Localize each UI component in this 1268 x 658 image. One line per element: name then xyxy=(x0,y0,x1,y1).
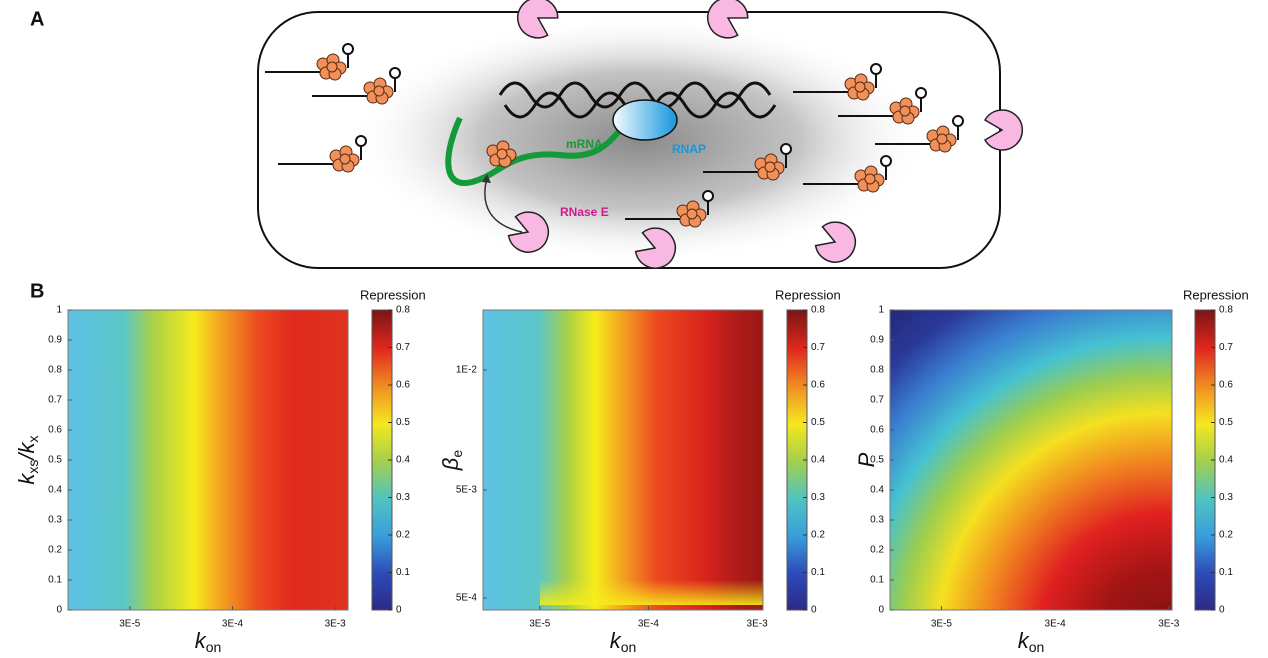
axis-label: P xyxy=(854,452,879,467)
y-tick-label: 0.1 xyxy=(48,575,62,586)
y-tick-label: 0.4 xyxy=(870,485,884,496)
y-tick-label: 0.2 xyxy=(48,545,62,556)
axis-label-symbol: β xyxy=(438,457,463,471)
colorbar-tick-label: 0.2 xyxy=(1219,530,1233,541)
y-tick-label: 0 xyxy=(56,605,62,616)
colorbar-tick-label: 0.7 xyxy=(396,342,410,353)
x-tick-label: 3E-3 xyxy=(1158,619,1180,630)
rnase-label: RNase E xyxy=(560,205,609,219)
colorbar-tick-label: 0.4 xyxy=(396,455,410,466)
colorbar-label: Repression xyxy=(1183,287,1249,302)
x-tick-label: 3E-4 xyxy=(1045,619,1067,630)
colorbar-tick-label: 0 xyxy=(396,605,402,616)
y-tick-label: 0.3 xyxy=(870,515,884,526)
colorbar-tick-label: 0.3 xyxy=(1219,492,1233,503)
y-tick-label: 0.9 xyxy=(870,335,884,346)
colorbar-tick-label: 0.5 xyxy=(396,417,410,428)
axis-label-subscript: xs xyxy=(25,460,41,474)
y-tick-label: 0.9 xyxy=(48,335,62,346)
axis-label-symbol: /k xyxy=(14,441,39,461)
colorbar-tick-label: 0.8 xyxy=(396,305,410,316)
colorbar-tick-label: 0 xyxy=(811,605,817,616)
axis-label-subscript: on xyxy=(206,639,222,655)
y-tick-label: 0.8 xyxy=(48,365,62,376)
y-tick-label: 0.7 xyxy=(48,395,62,406)
heatmap-fills xyxy=(68,310,1172,610)
colorbar-tick-label: 0.2 xyxy=(396,530,410,541)
axis-label: kon xyxy=(195,628,222,655)
rnap-label: RNAP xyxy=(672,142,706,156)
axis-label-symbol: P xyxy=(854,452,879,467)
y-tick-label: 0.7 xyxy=(870,395,884,406)
x-tick-label: 3E-5 xyxy=(529,619,551,630)
axis-label: βe xyxy=(438,450,465,472)
figure: A mRNA RNAP RNase E B xyxy=(0,0,1268,658)
colorbar-tick-label: 0.8 xyxy=(811,305,825,316)
cell-diagram: mRNA RNAP RNase E xyxy=(258,0,1022,274)
x-tick-label: 3E-4 xyxy=(638,619,660,630)
colorbar-tick-label: 0.1 xyxy=(396,567,410,578)
heatmap-surface xyxy=(68,310,348,610)
colorbar-tick-label: 0.7 xyxy=(1219,342,1233,353)
x-tick-label: 3E-5 xyxy=(119,619,141,630)
y-tick-label: 5E-4 xyxy=(456,593,478,604)
axis-label-subscript: e xyxy=(449,450,465,458)
y-tick-label: 0.3 xyxy=(48,515,62,526)
y-tick-label: 0.5 xyxy=(48,455,62,466)
colorbar-label: Repression xyxy=(360,287,426,302)
colorbar-tick-label: 0.6 xyxy=(396,380,410,391)
y-tick-label: 5E-3 xyxy=(456,485,478,496)
y-tick-label: 0.4 xyxy=(48,485,62,496)
colorbar-tick-label: 0.3 xyxy=(811,492,825,503)
axis-label: kon xyxy=(610,628,637,655)
colorbar-tick-label: 0 xyxy=(1219,605,1225,616)
colorbar-tick-label: 0.4 xyxy=(1219,455,1233,466)
y-tick-label: 1 xyxy=(878,305,884,316)
x-tick-label: 3E-4 xyxy=(222,619,244,630)
colorbar-tick-label: 0.6 xyxy=(1219,380,1233,391)
y-tick-label: 0 xyxy=(878,605,884,616)
colorbar-tick-label: 0.5 xyxy=(811,417,825,428)
y-tick-label: 1 xyxy=(56,305,62,316)
colorbar-tick-label: 0.1 xyxy=(811,567,825,578)
heatmap-surface xyxy=(540,580,763,605)
y-tick-label: 0.2 xyxy=(870,545,884,556)
panel-label: A xyxy=(30,8,44,30)
y-tick-label: 0.6 xyxy=(48,425,62,436)
axis-label-subscript: x xyxy=(25,435,41,442)
x-tick-label: 3E-3 xyxy=(747,619,769,630)
heatmap-surface xyxy=(890,310,1172,610)
colorbar-tick-label: 0.3 xyxy=(396,492,410,503)
mrna-label: mRNA xyxy=(566,137,603,151)
axis-label: kxs/kx xyxy=(14,435,41,484)
y-tick-label: 1E-2 xyxy=(456,365,478,376)
axis-label-subscript: on xyxy=(621,639,637,655)
colorbar-tick-label: 0.8 xyxy=(1219,305,1233,316)
colorbar-label: Repression xyxy=(775,287,841,302)
rnap xyxy=(613,100,677,140)
colorbar-tick-label: 0.2 xyxy=(811,530,825,541)
y-tick-label: 0.8 xyxy=(870,365,884,376)
axis-label-subscript: on xyxy=(1029,639,1045,655)
panel-label: B xyxy=(30,280,44,302)
y-tick-label: 0.6 xyxy=(870,425,884,436)
colorbar-tick-label: 0.5 xyxy=(1219,417,1233,428)
colorbar-tick-label: 0.6 xyxy=(811,380,825,391)
colorbar-tick-label: 0.4 xyxy=(811,455,825,466)
heatmap-surface xyxy=(483,310,763,610)
axis-label: kon xyxy=(1018,628,1045,655)
colorbar-tick-label: 0.7 xyxy=(811,342,825,353)
y-tick-label: 0.1 xyxy=(870,575,884,586)
colorbar-tick-label: 0.1 xyxy=(1219,567,1233,578)
x-tick-label: 3E-5 xyxy=(931,619,953,630)
x-tick-label: 3E-3 xyxy=(325,619,347,630)
